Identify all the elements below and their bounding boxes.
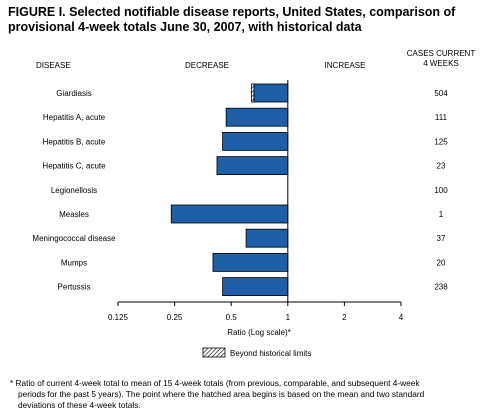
footnote-line1: * Ratio of current 4-week total to mean … [10,378,420,388]
cases-value: 37 [437,234,446,243]
bar [222,131,289,151]
cases-value: 125 [434,137,448,146]
x-tick-label: 0.125 [108,313,129,322]
category-label: Giardiasis [56,89,92,98]
header-decrease: DECREASE [185,61,229,70]
x-axis-label: Ratio (Log scale)* [227,328,291,337]
bar [216,156,289,176]
header-disease: DISEASE [36,61,71,70]
bar-rows: Giardiasis 504 Hepatitis A, acute 111 Hepati… [32,83,448,297]
category-label: Hepatitis C, acute [42,162,106,171]
category-label: Hepatitis B, acute [43,137,106,146]
bar [212,252,289,272]
header-cases-line1: CASES CURRENT [407,49,476,58]
bar [222,277,289,297]
category-label: Legionellosis [51,186,97,195]
x-axis-ticks: 0.125 0.25 0.5 1 2 4 [108,302,404,322]
bar [170,204,289,224]
legend: Beyond historical limits [202,347,311,358]
cases-value: 504 [434,89,448,98]
legend-swatch [202,347,226,358]
cases-value: 238 [434,283,448,292]
header-cases-line2: 4 WEEKS [423,59,459,68]
bar [245,228,289,248]
cases-value: 20 [437,258,446,267]
cases-value: 1 [439,210,444,219]
cases-value: 100 [434,186,448,195]
category-label: Measles [59,210,89,219]
category-label: Pertussis [58,283,91,292]
category-label: Meningococcal disease [32,234,116,243]
x-tick-label: 4 [399,313,404,322]
cases-value: 23 [437,162,446,171]
bar [253,83,289,103]
footnote-line3: deviations of these 4-week totals. [18,400,141,410]
chart-title-line1: FIGURE I. Selected notifiable disease re… [8,5,456,19]
x-tick-label: 1 [286,313,291,322]
x-tick-label: 2 [342,313,347,322]
header-increase: INCREASE [325,61,366,70]
category-label: Mumps [61,258,87,267]
x-tick-label: 0.5 [226,313,238,322]
cases-value: 111 [435,113,448,122]
x-tick-label: 0.25 [167,313,183,322]
bar-hatched-segment [250,83,255,103]
category-label: Hepatitis A, acute [43,113,106,122]
footnote-line2: periods for the past 5 years). The point… [18,389,425,399]
legend-label: Beyond historical limits [230,349,311,358]
bar [225,107,289,127]
chart-title-line2: provisional 4-week totals June 30, 2007,… [8,20,363,34]
